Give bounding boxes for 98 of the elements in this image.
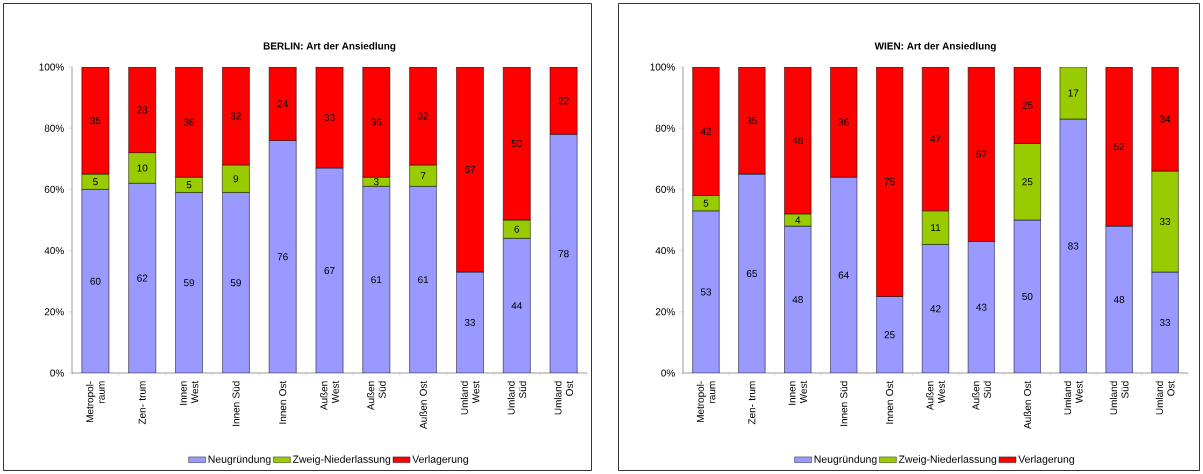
data-label: 50 (511, 139, 522, 148)
data-label: 67 (464, 165, 476, 174)
data-label: 75 (884, 178, 895, 186)
data-label: 33 (464, 318, 476, 327)
data-label: 34 (1159, 115, 1171, 123)
y-tick-label: 80% (655, 124, 675, 132)
y-tick-label: 0% (661, 369, 675, 377)
legend-label: Neugründung (814, 455, 877, 465)
data-label: 78 (558, 250, 569, 258)
data-label: 10 (137, 164, 148, 172)
x-tick-label: Umland West (460, 380, 480, 415)
y-tick-label: 40% (44, 247, 64, 255)
data-label: 33 (1159, 218, 1171, 226)
data-label: 7 (420, 172, 426, 180)
legend-label: Neugründung (208, 455, 271, 465)
x-tick-label: Innen Süd (840, 381, 848, 426)
data-label: 4 (795, 216, 801, 224)
data-label: 60 (90, 277, 101, 285)
legend-label: Zweig-Niederlassung (292, 455, 391, 465)
x-tick-label: Innen West (179, 380, 199, 405)
x-tick-label: Innen Ost (886, 380, 894, 424)
data-label: 48 (792, 136, 803, 144)
data-label: 25 (1022, 178, 1033, 186)
y-tick-label: 80% (44, 124, 64, 132)
data-label: 65 (746, 270, 757, 278)
x-tick-label: Außen West (320, 380, 339, 411)
data-label: 62 (137, 274, 148, 282)
data-label: 36 (371, 118, 382, 126)
x-tick-label: Umland Ost (554, 380, 573, 415)
data-label: 6 (514, 225, 520, 233)
x-tick-label: Innen West (788, 380, 807, 405)
x-tick-label: Umland West (1063, 380, 1083, 415)
y-tick-label: 100% (39, 63, 64, 71)
x-tick-label: Metropol- raum (696, 381, 716, 423)
data-label: 28 (137, 106, 148, 114)
data-label: 17 (1068, 89, 1079, 97)
data-label: 57 (976, 150, 987, 158)
data-label: 5 (186, 181, 192, 189)
y-tick-label: 20% (655, 308, 675, 316)
data-label: 50 (1022, 292, 1033, 301)
data-label: 35 (746, 117, 757, 125)
data-label: 61 (418, 276, 429, 284)
x-tick-label: Umland Süd (507, 381, 527, 415)
x-tick-label: Innen Süd (232, 381, 240, 426)
x-tick-label: Zen- trum (138, 381, 146, 425)
data-label: 48 (792, 296, 803, 304)
x-tick-label: Umland Ost (1155, 380, 1175, 415)
y-tick-label: 60% (655, 185, 675, 193)
data-label: 11 (931, 224, 941, 232)
x-tick-label: Zen- trum (748, 381, 756, 425)
data-label: 43 (976, 303, 987, 311)
x-tick-label: Außen Süd (972, 381, 991, 411)
data-label: 48 (1113, 296, 1125, 304)
data-label: 59 (230, 279, 241, 287)
data-label: 9 (233, 175, 239, 183)
x-tick-label: Außen West (926, 380, 945, 411)
data-label: 44 (511, 302, 523, 310)
data-label: 22 (558, 97, 569, 105)
data-label: 61 (371, 276, 382, 284)
legend-label: Zweig-Niederlassung (898, 455, 997, 465)
data-label: 36 (183, 118, 195, 126)
data-label: 47 (930, 135, 941, 143)
chart-title: BERLIN: Art der Ansiedlung (263, 42, 396, 52)
x-tick-label: Außen Ost (1023, 380, 1031, 429)
data-label: 33 (1159, 318, 1171, 327)
data-label: 24 (277, 100, 288, 108)
data-label: 25 (884, 331, 895, 339)
data-label: 5 (93, 178, 98, 186)
y-tick-label: 60% (44, 185, 64, 193)
data-label: 83 (1068, 242, 1079, 250)
data-label: 35 (90, 117, 101, 125)
x-tick-label: Außen Süd (366, 381, 386, 411)
data-label: 59 (183, 279, 195, 287)
data-label: 32 (417, 112, 429, 120)
data-label: 3 (373, 178, 379, 186)
data-label: 64 (838, 271, 849, 279)
chart-title: WIEN: Art der Ansiedlung (874, 42, 996, 52)
legend-label: Verlagerung (1018, 455, 1074, 465)
x-tick-label: Außen Ost (419, 380, 427, 429)
legend-label: Verlagerung (412, 455, 468, 465)
x-tick-label: Innen Ost (279, 380, 287, 424)
data-label: 53 (700, 288, 712, 296)
y-tick-label: 20% (44, 308, 64, 316)
y-tick-label: 40% (655, 247, 675, 255)
data-label: 36 (838, 118, 849, 126)
data-label: 52 (1114, 143, 1125, 151)
y-tick-label: 0% (50, 369, 64, 377)
x-tick-label: Umland Süd (1109, 381, 1129, 415)
data-label: 76 (277, 253, 288, 261)
data-label: 33 (324, 113, 335, 122)
data-label: 5 (703, 199, 709, 207)
data-label: 42 (930, 305, 941, 313)
data-label: 32 (230, 112, 241, 120)
data-label: 42 (700, 127, 712, 135)
x-tick-label: Metropol- raum (86, 381, 105, 423)
data-label: 25 (1022, 101, 1033, 109)
y-tick-label: 100% (650, 63, 675, 71)
data-label: 67 (324, 266, 335, 275)
